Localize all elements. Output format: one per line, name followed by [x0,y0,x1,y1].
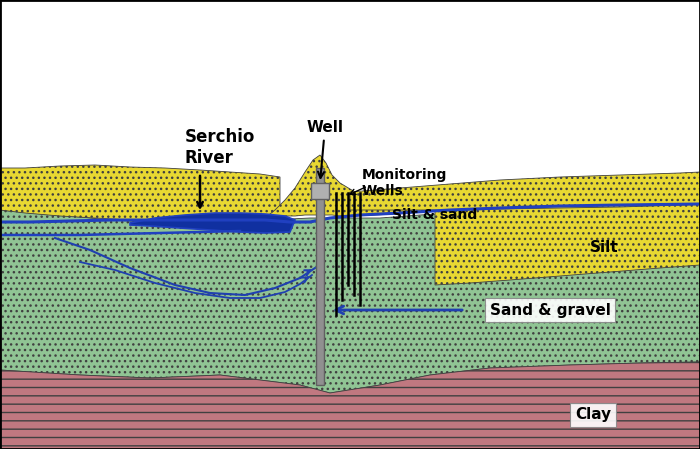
Text: Silt & sand: Silt & sand [392,208,477,222]
Polygon shape [0,165,280,221]
Polygon shape [350,172,700,210]
Polygon shape [435,187,700,285]
Text: Serchio
River: Serchio River [185,128,256,167]
Polygon shape [0,362,700,449]
Bar [311,183,329,199]
Text: Silt: Silt [590,241,619,255]
Polygon shape [265,155,435,218]
Text: Monitoring
Wells: Monitoring Wells [362,168,447,198]
Bar [316,168,324,385]
Text: Well: Well [307,120,344,178]
Polygon shape [130,213,295,233]
Text: Sand & gravel: Sand & gravel [490,303,611,317]
Polygon shape [0,204,700,393]
Text: Clay: Clay [575,408,611,423]
